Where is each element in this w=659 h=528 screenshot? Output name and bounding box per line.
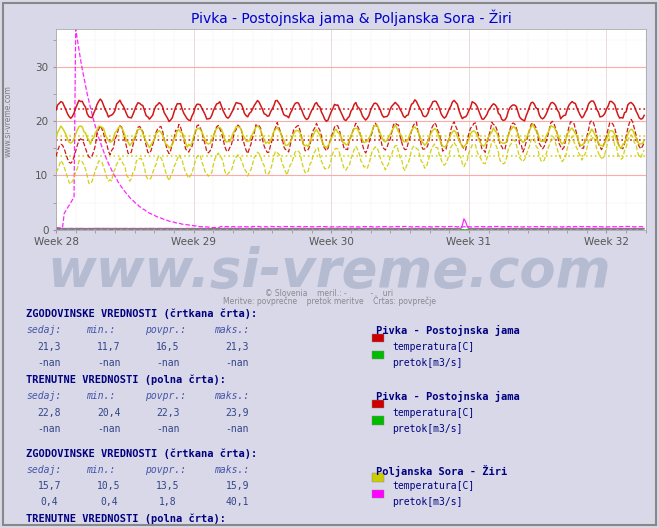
Text: sedaj:: sedaj: bbox=[26, 465, 61, 475]
Text: www.si-vreme.com: www.si-vreme.com bbox=[3, 86, 13, 157]
Text: -nan: -nan bbox=[38, 424, 61, 434]
Text: www.si-vreme.com: www.si-vreme.com bbox=[47, 246, 612, 298]
Text: 0,4: 0,4 bbox=[100, 497, 117, 507]
Text: temperatura[C]: temperatura[C] bbox=[392, 408, 474, 418]
Text: temperatura[C]: temperatura[C] bbox=[392, 342, 474, 352]
Text: maks.:: maks.: bbox=[214, 325, 249, 335]
Text: sedaj:: sedaj: bbox=[26, 391, 61, 401]
Title: Pivka - Postojnska jama & Poljanska Sora - Žiri: Pivka - Postojnska jama & Poljanska Sora… bbox=[190, 10, 511, 26]
Text: pretok[m3/s]: pretok[m3/s] bbox=[392, 358, 463, 368]
Text: © Slovenia    meril.: -          -    uri: © Slovenia meril.: - - uri bbox=[266, 288, 393, 298]
Text: maks.:: maks.: bbox=[214, 465, 249, 475]
Text: 15,7: 15,7 bbox=[38, 481, 61, 491]
Text: 1,8: 1,8 bbox=[159, 497, 177, 507]
Text: povpr.:: povpr.: bbox=[145, 465, 186, 475]
Text: Poljanska Sora - Žiri: Poljanska Sora - Žiri bbox=[376, 465, 507, 477]
Text: pretok[m3/s]: pretok[m3/s] bbox=[392, 497, 463, 507]
Text: 20,4: 20,4 bbox=[97, 408, 121, 418]
Text: TRENUTNE VREDNOSTI (polna črta):: TRENUTNE VREDNOSTI (polna črta): bbox=[26, 375, 226, 385]
Text: min.:: min.: bbox=[86, 391, 115, 401]
Text: TRENUTNE VREDNOSTI (polna črta):: TRENUTNE VREDNOSTI (polna črta): bbox=[26, 514, 226, 524]
Text: povpr.:: povpr.: bbox=[145, 391, 186, 401]
Text: 15,9: 15,9 bbox=[225, 481, 249, 491]
Text: Meritve: povprečne    pretok meritve    Črtas: povprečje: Meritve: povprečne pretok meritve Črtas:… bbox=[223, 296, 436, 306]
Text: -nan: -nan bbox=[156, 358, 180, 368]
Text: sedaj:: sedaj: bbox=[26, 325, 61, 335]
Text: povpr.:: povpr.: bbox=[145, 325, 186, 335]
Text: 0,4: 0,4 bbox=[41, 497, 58, 507]
Text: min.:: min.: bbox=[86, 325, 115, 335]
Text: pretok[m3/s]: pretok[m3/s] bbox=[392, 424, 463, 434]
Text: Pivka - Postojnska jama: Pivka - Postojnska jama bbox=[376, 325, 519, 336]
Text: ZGODOVINSKE VREDNOSTI (črtkana črta):: ZGODOVINSKE VREDNOSTI (črtkana črta): bbox=[26, 309, 258, 319]
Text: ZGODOVINSKE VREDNOSTI (črtkana črta):: ZGODOVINSKE VREDNOSTI (črtkana črta): bbox=[26, 448, 258, 459]
Text: -nan: -nan bbox=[225, 358, 249, 368]
Text: -nan: -nan bbox=[38, 358, 61, 368]
Text: 13,5: 13,5 bbox=[156, 481, 180, 491]
Text: 21,3: 21,3 bbox=[38, 342, 61, 352]
Text: 23,9: 23,9 bbox=[225, 408, 249, 418]
Text: 40,1: 40,1 bbox=[225, 497, 249, 507]
Text: -nan: -nan bbox=[156, 424, 180, 434]
Text: 22,8: 22,8 bbox=[38, 408, 61, 418]
Text: -nan: -nan bbox=[225, 424, 249, 434]
Text: temperatura[C]: temperatura[C] bbox=[392, 481, 474, 491]
Text: 10,5: 10,5 bbox=[97, 481, 121, 491]
Text: 16,5: 16,5 bbox=[156, 342, 180, 352]
Text: -nan: -nan bbox=[97, 424, 121, 434]
Text: 22,3: 22,3 bbox=[156, 408, 180, 418]
Text: 11,7: 11,7 bbox=[97, 342, 121, 352]
Text: 21,3: 21,3 bbox=[225, 342, 249, 352]
Text: Pivka - Postojnska jama: Pivka - Postojnska jama bbox=[376, 391, 519, 402]
Text: -nan: -nan bbox=[97, 358, 121, 368]
Text: maks.:: maks.: bbox=[214, 391, 249, 401]
Text: min.:: min.: bbox=[86, 465, 115, 475]
